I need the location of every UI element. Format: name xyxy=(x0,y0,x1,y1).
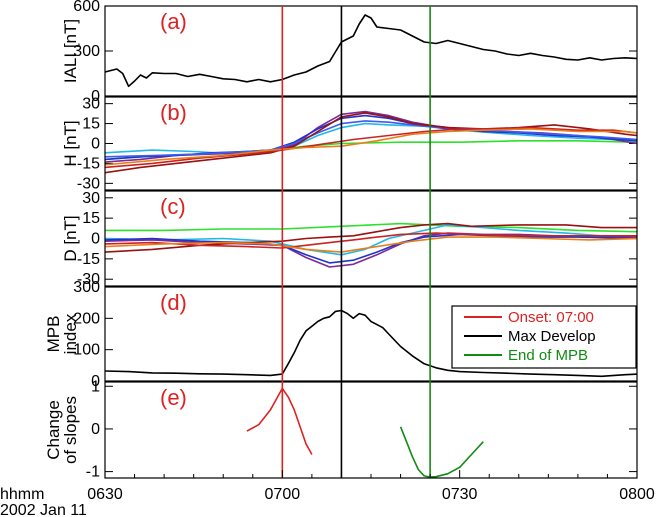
panel-frame xyxy=(104,286,638,382)
series-H-orange xyxy=(104,128,638,166)
panel-frame xyxy=(104,96,638,191)
y-tick-label: 1 xyxy=(91,378,100,395)
y-tick-label: 15 xyxy=(82,116,100,133)
legend: Onset: 07:00 Max Develop End of MPB xyxy=(451,305,637,369)
series-H-darkred xyxy=(104,112,638,174)
x-axis: 0630 0700 0730 0800 xyxy=(87,470,655,503)
y-tick-label: 30 xyxy=(82,96,100,113)
series-D-red xyxy=(104,232,637,249)
date-label: 2002 Jan 11 xyxy=(0,502,87,517)
x-tick-label: 0630 xyxy=(87,486,123,503)
y-axis-title: D [nT] xyxy=(61,215,80,261)
y-axis-title: of slopes xyxy=(61,396,80,464)
y-tick-label: -15 xyxy=(77,155,100,172)
panel-tag: (d) xyxy=(160,290,187,315)
y-tick-label: 300 xyxy=(73,43,100,60)
y-tick-label: -30 xyxy=(77,175,100,192)
y-tick-label: -15 xyxy=(77,251,100,268)
y-axis-title: IALI [nT] xyxy=(61,19,80,83)
y-tick-label: 300 xyxy=(73,279,100,296)
y-tick-label: 0 xyxy=(91,421,100,438)
y-axis-title: H [nT] xyxy=(61,120,80,166)
x-tick-label: 0700 xyxy=(265,486,301,503)
y-tick-label: 30 xyxy=(82,190,100,207)
series-IAL xyxy=(104,14,638,88)
y-tick-label: 600 xyxy=(73,0,100,15)
y-tick-label: 15 xyxy=(82,210,100,227)
panel-1: 0 300 600 IALI [nT] (a) xyxy=(61,0,638,105)
y-axis-title: index xyxy=(61,313,80,354)
x-tick-label: 0730 xyxy=(442,486,478,503)
y-tick-label: 200 xyxy=(73,310,100,327)
series-slope-onset xyxy=(246,387,313,455)
x-tick-label: 0800 xyxy=(619,486,655,503)
y-axis-title: Change xyxy=(44,400,63,460)
series-D-green xyxy=(105,222,638,233)
panel-tag: (e) xyxy=(160,385,187,410)
legend-label-end-of-mpb: End of MPB xyxy=(508,347,588,364)
panel-tag: (a) xyxy=(160,9,187,34)
y-tick-label: 0 xyxy=(91,136,100,153)
y-tick-label: 0 xyxy=(91,231,100,248)
y-tick-label: 0 xyxy=(91,88,100,105)
series-D-orange xyxy=(104,236,638,253)
series-H-blue2 xyxy=(104,120,638,158)
y-tick-label: 100 xyxy=(73,342,100,359)
panel-frame xyxy=(104,5,638,97)
event-lines xyxy=(281,6,431,478)
y-tick-label: -30 xyxy=(77,271,100,288)
y-tick-label: -1 xyxy=(86,464,100,481)
y-tick-label: 0 xyxy=(91,373,100,390)
legend-label-onset: Onset: 07:00 xyxy=(508,309,594,326)
panel-frame xyxy=(104,190,638,287)
series-MPB xyxy=(104,309,638,378)
panel-tag: (c) xyxy=(160,194,186,219)
legend-label-max-develop: Max Develop xyxy=(508,328,596,345)
x-axis-label: hhmm xyxy=(0,486,44,503)
series-D-cyan xyxy=(104,224,638,256)
panel-3: -30 -15 0 15 30D [nT] (c) xyxy=(61,190,638,288)
panel-tag: (b) xyxy=(160,100,187,125)
y-axis-title: MPB xyxy=(44,316,63,353)
